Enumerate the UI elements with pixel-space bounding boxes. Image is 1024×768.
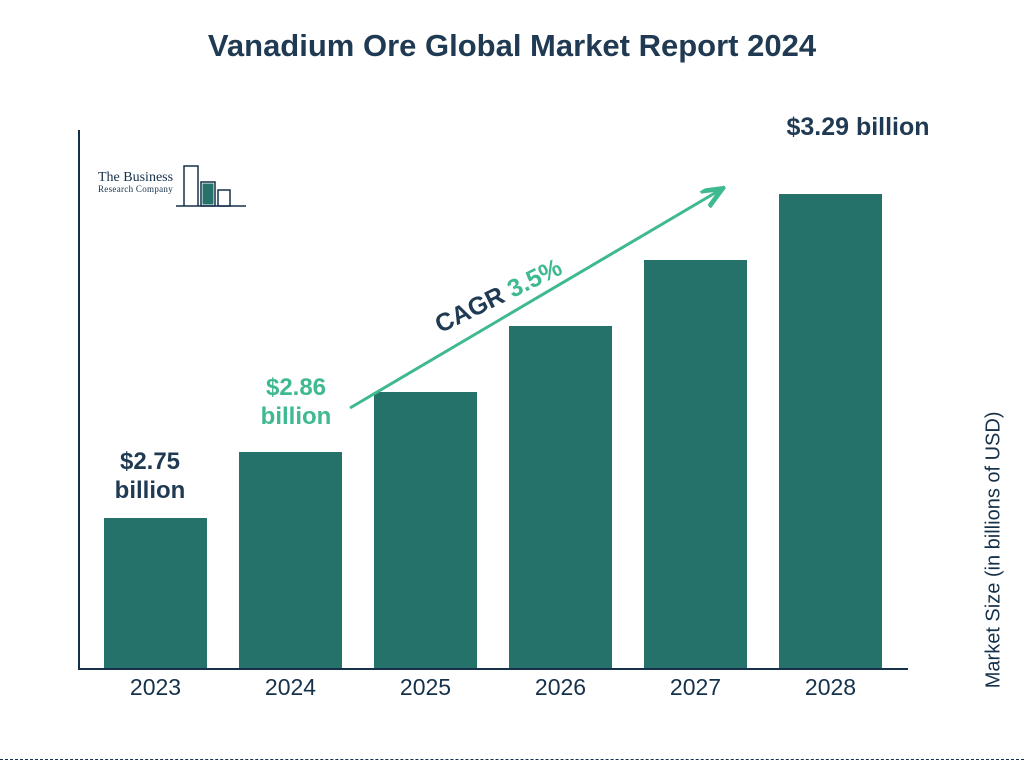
x-tick-label: 2025	[358, 674, 493, 701]
x-tick-label: 2023	[88, 674, 223, 701]
bar-slot	[763, 128, 898, 668]
chart-plot-area	[78, 130, 908, 670]
bar	[104, 518, 207, 668]
y-axis-label: Market Size (in billions of USD)	[983, 412, 1006, 689]
value-label: $2.86billion	[236, 374, 356, 432]
value-label: $2.75billion	[90, 448, 210, 506]
bars-container	[78, 128, 908, 668]
x-axis-line	[78, 668, 908, 670]
x-tick-label: 2027	[628, 674, 763, 701]
bar	[644, 260, 747, 668]
bar	[374, 392, 477, 668]
x-tick-label: 2024	[223, 674, 358, 701]
value-label: $3.29 billion	[758, 112, 958, 142]
chart-title: Vanadium Ore Global Market Report 2024	[0, 28, 1024, 64]
bar	[509, 326, 612, 668]
x-tick-label: 2026	[493, 674, 628, 701]
x-axis-labels: 202320242025202620272028	[78, 674, 908, 701]
bar-slot	[88, 128, 223, 668]
bar	[239, 452, 342, 668]
bar-slot	[358, 128, 493, 668]
bar	[779, 194, 882, 668]
bar-slot	[493, 128, 628, 668]
x-tick-label: 2028	[763, 674, 898, 701]
bar-slot	[628, 128, 763, 668]
footer-dashed-line	[0, 759, 1024, 760]
